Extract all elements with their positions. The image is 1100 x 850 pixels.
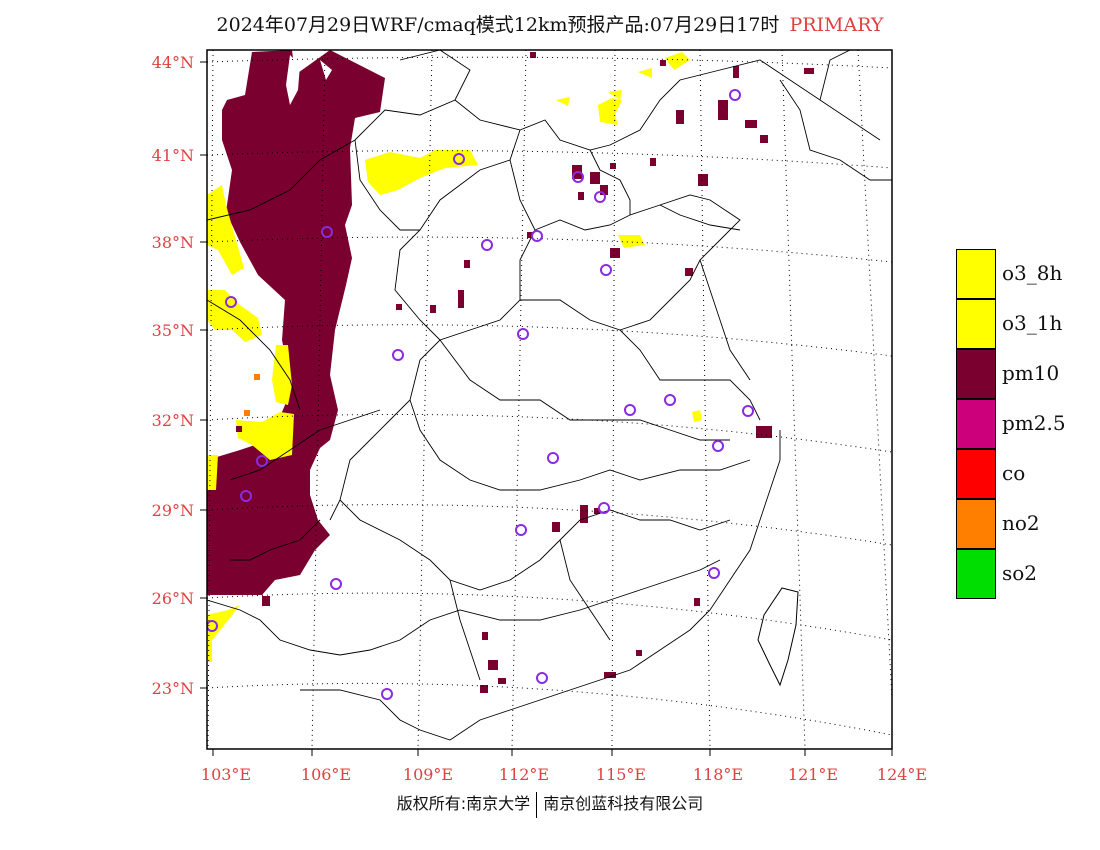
stations bbox=[207, 89, 754, 700]
lat-label-32: 32°N bbox=[152, 411, 194, 430]
legend-swatch bbox=[956, 549, 996, 599]
legend-swatch bbox=[956, 349, 996, 399]
lat-label-23: 23°N bbox=[152, 679, 194, 698]
legend-label: pm10 bbox=[1002, 361, 1060, 385]
lat-label-35: 35°N bbox=[152, 321, 194, 340]
lon-label-109: 109°E bbox=[403, 765, 453, 784]
map-title: 2024年07月29日WRF/cmaq模式12km预报产品:07月29日17时 P… bbox=[0, 10, 1100, 37]
primary-tag: PRIMARY bbox=[789, 14, 884, 36]
legend-label: no2 bbox=[1002, 511, 1040, 535]
legend-label: co bbox=[1002, 461, 1026, 485]
lat-label-41: 41°N bbox=[152, 146, 194, 165]
legend-label: o3_1h bbox=[1002, 311, 1063, 335]
copyright-left: 版权所有:南京大学 bbox=[396, 794, 531, 813]
lon-label-115: 115°E bbox=[596, 765, 646, 784]
lon-label-118: 118°E bbox=[693, 765, 743, 784]
legend-swatch bbox=[956, 449, 996, 499]
graticule bbox=[207, 50, 892, 749]
boundaries bbox=[207, 50, 892, 741]
o3-regions bbox=[207, 52, 702, 662]
lon-label-103: 103°E bbox=[201, 765, 251, 784]
footer-separator bbox=[536, 791, 538, 818]
lat-label-38: 38°N bbox=[152, 233, 194, 252]
lat-label-29: 29°N bbox=[152, 501, 194, 520]
taiwan bbox=[757, 587, 799, 687]
lon-label-106: 106°E bbox=[301, 765, 351, 784]
lat-label-44: 44°N bbox=[152, 53, 194, 72]
legend-label: so2 bbox=[1002, 561, 1038, 585]
legend-swatch bbox=[956, 249, 996, 299]
legend-label: pm2.5 bbox=[1002, 411, 1066, 435]
pm10-region-west bbox=[207, 50, 385, 595]
legend-swatch bbox=[956, 499, 996, 549]
lon-label-124: 124°E bbox=[877, 765, 927, 784]
legend-swatch bbox=[956, 399, 996, 449]
copyright-footer: 版权所有:南京大学 南京创蓝科技有限公司 bbox=[0, 790, 1100, 818]
lon-label-112: 112°E bbox=[499, 765, 549, 784]
map-content bbox=[207, 50, 892, 749]
legend-swatch bbox=[956, 299, 996, 349]
copyright-right: 南京创蓝科技有限公司 bbox=[543, 794, 704, 813]
lon-label-121: 121°E bbox=[788, 765, 838, 784]
legend-label: o3_8h bbox=[1002, 261, 1063, 285]
title-text: 2024年07月29日WRF/cmaq模式12km预报产品:07月29日17时 bbox=[216, 14, 780, 36]
lat-label-26: 26°N bbox=[152, 589, 194, 608]
map-frame bbox=[206, 49, 893, 750]
